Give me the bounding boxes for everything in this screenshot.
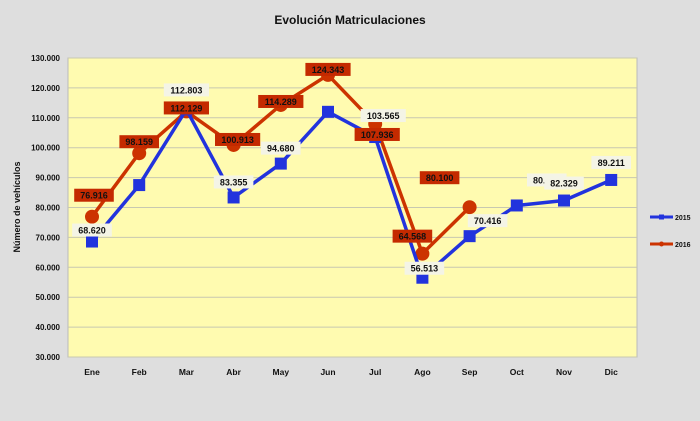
data-label-2016: 100.913 [221, 135, 254, 145]
data-point-2015 [510, 199, 523, 212]
y-tick-label: 100.000 [31, 144, 60, 153]
data-point-2016 [415, 246, 430, 261]
data-point-2015 [133, 179, 146, 192]
legend-marker [659, 241, 664, 247]
data-label-2016: 107.936 [361, 130, 394, 140]
data-label-bg [404, 261, 445, 275]
data-label-bg [544, 176, 584, 190]
y-tick-label: 80.000 [36, 204, 61, 213]
y-tick-label: 30.000 [36, 353, 61, 362]
x-tick-label: Nov [556, 367, 572, 377]
x-tick-label: Mar [179, 367, 195, 377]
data-label-bg [258, 94, 304, 108]
legend-marker [659, 214, 664, 220]
data-label-bg [305, 62, 351, 76]
y-tick-label: 120.000 [31, 84, 60, 93]
data-label-bg [213, 175, 254, 189]
data-label-2016: 80.100 [426, 173, 454, 183]
x-tick-label: May [273, 367, 290, 377]
series-line-2015 [90, 107, 612, 280]
legend-label: 2016 [675, 242, 691, 249]
data-label-bg [392, 229, 433, 243]
data-label-bg [163, 101, 209, 115]
data-point-2015 [227, 191, 240, 204]
x-tick-label: Ene [84, 367, 100, 377]
legend-label: 2015 [675, 215, 691, 222]
data-label-bg [261, 141, 301, 155]
x-tick-label: Jul [369, 367, 381, 377]
data-label-2016: 98.159 [125, 137, 153, 147]
y-tick-label: 40.000 [36, 323, 61, 332]
x-tick-label: Sep [462, 367, 478, 377]
data-point-2015 [558, 194, 570, 207]
data-label-bg [215, 132, 261, 146]
data-label-bg [119, 135, 159, 149]
data-label-bg [591, 155, 631, 169]
data-point-2016 [462, 200, 477, 215]
data-label-bg [419, 171, 460, 185]
data-label-bg [74, 188, 114, 202]
data-label-2015: 94.680 [267, 144, 295, 154]
data-label-2015: 56.513 [411, 264, 439, 274]
chart-title: Evolución Matriculaciones [274, 13, 426, 27]
data-label-2016: 114.289 [265, 97, 297, 107]
data-point-2015 [463, 230, 476, 243]
data-label-2016: 64.568 [399, 232, 427, 242]
data-label-2015: 103.565 [367, 111, 400, 121]
x-tick-label: Abr [226, 367, 241, 377]
y-tick-label: 50.000 [36, 293, 61, 302]
data-label-2016: 124.343 [312, 65, 345, 75]
y-axis-label: Número de vehículos [12, 161, 22, 252]
x-tick-label: Ago [414, 367, 431, 377]
data-point-2015 [322, 105, 334, 118]
data-label-bg [163, 83, 209, 97]
y-tick-label: 60.000 [36, 263, 61, 272]
data-label-2015: 70.416 [474, 216, 502, 226]
data-label-2015: 89.211 [598, 158, 625, 168]
data-label-bg [354, 127, 400, 141]
y-tick-label: 90.000 [36, 174, 61, 183]
x-tick-label: Oct [510, 367, 524, 377]
data-label-2015: 82.329 [550, 179, 578, 189]
data-point-2015 [605, 173, 618, 186]
y-tick-label: 110.000 [32, 114, 61, 123]
data-label-2015: 112.803 [170, 85, 202, 95]
x-tick-label: Dic [605, 367, 619, 377]
data-label-bg [360, 109, 406, 123]
data-label-bg [72, 223, 112, 237]
y-tick-label: 130.000 [31, 54, 60, 63]
data-point-2016 [132, 146, 147, 161]
data-label-2016: 112.129 [170, 103, 202, 113]
data-point-2015 [86, 235, 98, 248]
data-label-bg [467, 214, 508, 228]
data-label-2015: 68.620 [78, 226, 106, 236]
x-tick-label: Feb [132, 367, 147, 377]
x-tick-label: Jun [320, 367, 335, 377]
data-label-2015: 83.355 [220, 177, 248, 187]
data-point-2015 [274, 157, 287, 170]
data-label-2016: 76.916 [80, 191, 108, 201]
data-point-2016 [85, 209, 99, 224]
y-tick-label: 70.000 [36, 233, 61, 242]
